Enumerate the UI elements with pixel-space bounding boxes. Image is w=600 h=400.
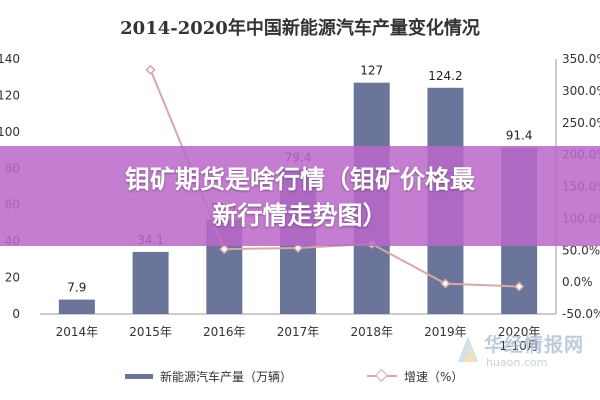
watermark-url: huaon.com xyxy=(486,356,548,369)
y-left-tick-label-0: 0 xyxy=(12,307,20,321)
overlay-banner-line-1: 钼矿期货是啥行情（钼矿价格最 xyxy=(124,165,475,194)
growth-point-5 xyxy=(440,278,451,289)
y-right-tick-label-2: 50.0% xyxy=(562,243,600,257)
bar-0 xyxy=(58,299,95,314)
x-tick-label-6-line-1: 1-10月 xyxy=(500,339,539,353)
watermark-name: 华经情报网 xyxy=(484,334,585,356)
y-left-tick-label-7: 140 xyxy=(0,52,20,66)
x-tick-label-6: 2020年 xyxy=(498,325,541,339)
y-left-tick-label-1: 20 xyxy=(5,271,20,285)
bar-1 xyxy=(132,251,169,314)
x-tick-label-3: 2017年 xyxy=(277,325,320,339)
x-tick-label-1: 2015年 xyxy=(129,325,172,339)
chart-legend: 新能源汽车产量（万辆） 增速（%） xyxy=(0,366,600,386)
legend-line-label: 增速（%） xyxy=(404,370,464,384)
growth-point-1 xyxy=(145,64,156,75)
y-right-tick-label-0: -50.0% xyxy=(562,307,600,321)
y-right-tick-label-7: 300.0% xyxy=(562,84,600,98)
legend-bar-label: 新能源汽车产量（万辆） xyxy=(160,370,293,384)
y-right-tick-label-1: 0.0% xyxy=(562,275,593,289)
y-left-tick-label-5: 100 xyxy=(0,125,20,139)
watermark-logo-icon xyxy=(458,336,478,362)
bar-value-label-5: 124.2 xyxy=(428,69,462,83)
watermark: 华经情报网 huaon.com xyxy=(456,330,596,376)
legend-bar-swatch xyxy=(125,374,153,379)
y-left-tick-label-6: 120 xyxy=(0,88,20,102)
y-right-tick-label-6: 250.0% xyxy=(562,116,600,130)
overlay-banner-line-2: 新行情走势图） xyxy=(212,201,388,230)
bar-value-label-4: 127 xyxy=(360,64,383,78)
growth-point-2 xyxy=(219,244,230,255)
overlay-banner xyxy=(0,146,600,246)
x-tick-label-4: 2018年 xyxy=(350,325,393,339)
x-tick-label-5: 2019年 xyxy=(424,325,467,339)
chart-title: 2014-2020年中国新能源汽车产量变化情况 xyxy=(120,18,480,39)
overlay-banner-text: 钼矿期货是啥行情（钼矿价格最 新行情走势图） xyxy=(0,162,600,234)
growth-point-6 xyxy=(514,281,525,292)
x-tick-label-2: 2016年 xyxy=(203,325,246,339)
y-right-tick-label-8: 350.0% xyxy=(562,52,600,66)
legend-line-marker xyxy=(375,369,388,382)
bar-value-label-6: 91.4 xyxy=(506,129,533,143)
x-tick-label-0: 2014年 xyxy=(56,325,99,339)
bar-value-label-0: 7.9 xyxy=(67,281,86,295)
